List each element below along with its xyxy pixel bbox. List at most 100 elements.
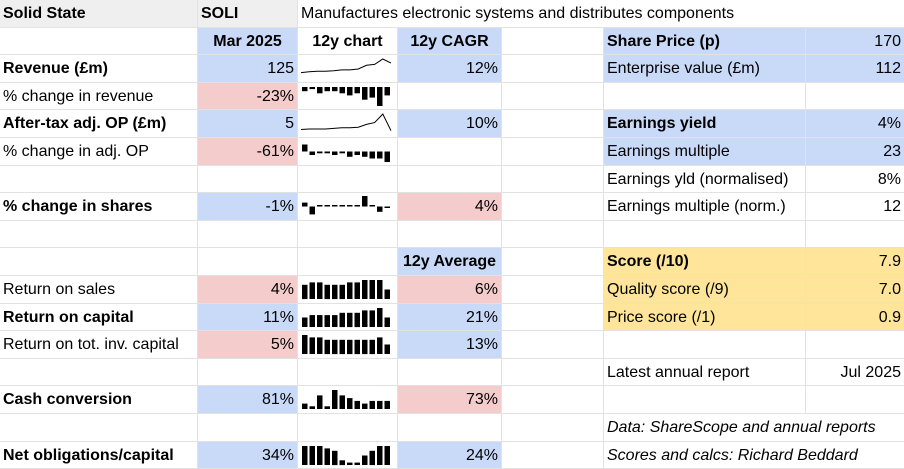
empty-cell[interactable] [806, 386, 904, 414]
revenue-change-sparkline[interactable] [298, 82, 398, 111]
revenue-change-value[interactable]: -23% [198, 82, 298, 111]
earnings-multiple-normalised-label[interactable]: Earnings multiple (norm.) [604, 193, 806, 221]
empty-cell[interactable] [806, 83, 904, 111]
revenue-cagr[interactable]: 12% [398, 55, 502, 83]
op-value[interactable]: 5 [198, 110, 298, 138]
company-name[interactable]: Solid State [0, 0, 198, 28]
empty-cell[interactable] [398, 220, 502, 249]
share-price-value[interactable]: 170 [806, 27, 904, 56]
return-on-capital-value[interactable]: 11% [198, 303, 298, 332]
return-on-total-invested-capital-value[interactable]: 5% [198, 331, 298, 359]
empty-cell[interactable] [502, 193, 604, 221]
empty-cell[interactable] [0, 248, 198, 276]
score-label[interactable]: Score (/10) [604, 248, 806, 276]
return-on-total-invested-capital-label[interactable]: Return on tot. inv. capital [0, 331, 198, 359]
empty-cell[interactable] [398, 358, 502, 387]
cash-conversion-sparkline[interactable] [298, 386, 398, 414]
net-obligations-value[interactable]: 34% [198, 441, 298, 469]
revenue-value[interactable]: 125 [198, 55, 298, 83]
empty-cell[interactable] [502, 82, 604, 111]
empty-cell[interactable] [0, 27, 198, 56]
return-on-total-invested-capital-sparkline[interactable] [298, 331, 398, 359]
enterprise-value-label[interactable]: Enterprise value (£m) [604, 55, 806, 83]
revenue-change-label[interactable]: % change in revenue [0, 82, 198, 111]
empty-cell[interactable] [198, 165, 298, 194]
return-on-sales-value[interactable]: 4% [198, 276, 298, 304]
empty-cell[interactable] [604, 331, 806, 359]
revenue-sparkline[interactable] [298, 55, 398, 83]
empty-cell[interactable] [0, 358, 198, 387]
empty-cell[interactable] [502, 386, 604, 414]
credit-note[interactable]: Scores and calcs: Richard Beddard [604, 442, 904, 469]
empty-cell[interactable] [502, 220, 604, 249]
empty-cell[interactable] [502, 441, 604, 469]
return-on-sales-label[interactable]: Return on sales [0, 276, 198, 304]
empty-cell[interactable] [806, 221, 904, 249]
earnings-multiple-label[interactable]: Earnings multiple [604, 138, 806, 166]
op-label[interactable]: After-tax adj. OP (£m) [0, 110, 198, 138]
op-change-label[interactable]: % change in adj. OP [0, 138, 198, 166]
earnings-yield-value[interactable]: 4% [806, 110, 904, 138]
empty-cell[interactable] [502, 110, 604, 138]
op-sparkline[interactable] [298, 110, 398, 138]
empty-cell[interactable] [398, 165, 502, 194]
quality-score-label[interactable]: Quality score (/9) [604, 276, 806, 304]
empty-cell[interactable] [502, 138, 604, 166]
enterprise-value-value[interactable]: 112 [806, 55, 904, 83]
empty-cell[interactable] [604, 82, 806, 111]
data-source-note[interactable]: Data: ShareScope and annual reports [604, 414, 904, 442]
cash-conversion-value[interactable]: 81% [198, 386, 298, 414]
empty-cell[interactable] [502, 248, 604, 276]
latest-annual-report-label[interactable]: Latest annual report [604, 358, 806, 387]
return-on-capital-average[interactable]: 21% [398, 303, 502, 332]
empty-cell[interactable] [502, 303, 604, 332]
empty-cell[interactable] [502, 55, 604, 83]
empty-cell[interactable] [298, 165, 398, 194]
cash-conversion-label[interactable]: Cash conversion [0, 386, 198, 414]
return-on-sales-average[interactable]: 6% [398, 276, 502, 304]
return-on-capital-label[interactable]: Return on capital [0, 303, 198, 332]
net-obligations-label[interactable]: Net obligations/capital [0, 441, 198, 469]
empty-cell[interactable] [398, 414, 502, 442]
share-price-label[interactable]: Share Price (p) [604, 27, 806, 56]
earnings-multiple-normalised-value[interactable]: 12 [806, 193, 904, 221]
shares-change-sparkline[interactable] [298, 193, 398, 221]
empty-cell[interactable] [298, 414, 398, 442]
empty-cell[interactable] [0, 220, 198, 249]
op-cagr[interactable]: 10% [398, 110, 502, 138]
company-description[interactable]: Manufactures electronic systems and dist… [298, 0, 904, 28]
empty-cell[interactable] [398, 82, 502, 111]
return-on-total-invested-capital-average[interactable]: 13% [398, 331, 502, 359]
earnings-multiple-value[interactable]: 23 [806, 138, 904, 166]
column-header-cagr[interactable]: 12y CAGR [398, 27, 502, 56]
empty-cell[interactable] [502, 165, 604, 194]
cash-conversion-average[interactable]: 73% [398, 386, 502, 414]
latest-annual-report-value[interactable]: Jul 2025 [806, 359, 904, 387]
empty-cell[interactable] [198, 248, 298, 276]
ticker[interactable]: SOLI [198, 0, 298, 28]
shares-change-value[interactable]: -1% [198, 193, 298, 221]
column-header-date[interactable]: Mar 2025 [198, 27, 298, 56]
column-header-chart[interactable]: 12y chart [298, 27, 398, 56]
empty-cell[interactable] [0, 165, 198, 194]
op-change-sparkline[interactable] [298, 138, 398, 166]
net-obligations-average[interactable]: 24% [398, 441, 502, 469]
empty-cell[interactable] [398, 138, 502, 166]
empty-cell[interactable] [198, 414, 298, 442]
earnings-yield-normalised-value[interactable]: 8% [806, 166, 904, 194]
empty-cell[interactable] [502, 358, 604, 387]
return-on-capital-sparkline[interactable] [298, 303, 398, 332]
shares-change-cagr[interactable]: 4% [398, 193, 502, 221]
net-obligations-sparkline[interactable] [298, 441, 398, 469]
empty-cell[interactable] [604, 220, 806, 249]
empty-cell[interactable] [502, 27, 604, 56]
column-header-average[interactable]: 12y Average [398, 248, 502, 276]
empty-cell[interactable] [806, 331, 904, 359]
empty-cell[interactable] [298, 220, 398, 249]
empty-cell[interactable] [0, 414, 198, 442]
earnings-yield-label[interactable]: Earnings yield [604, 110, 806, 138]
price-score-value[interactable]: 0.9 [806, 303, 904, 332]
earnings-yield-normalised-label[interactable]: Earnings yld (normalised) [604, 165, 806, 194]
op-change-value[interactable]: -61% [198, 138, 298, 166]
empty-cell[interactable] [198, 220, 298, 249]
